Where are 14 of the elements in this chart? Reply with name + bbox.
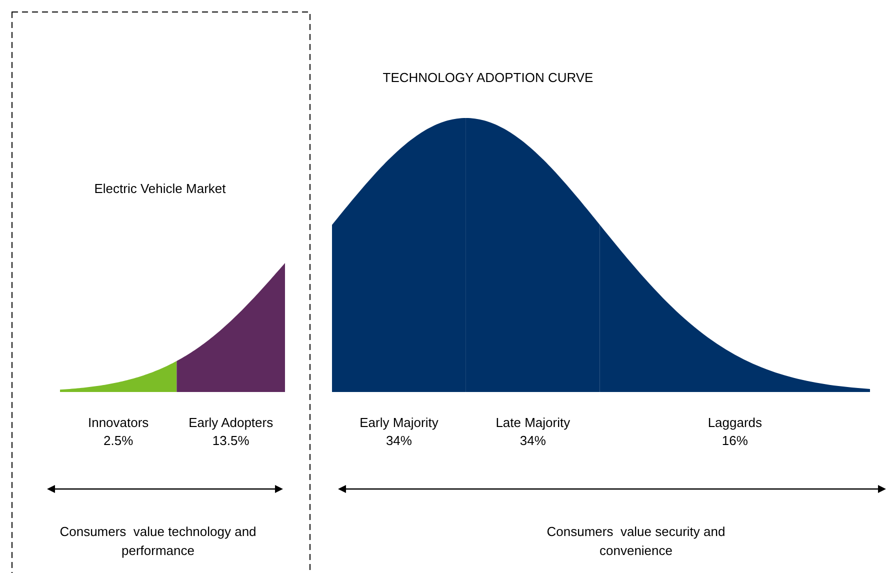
data-label: 13.5% xyxy=(212,433,250,448)
category-label: Innovators xyxy=(88,415,150,430)
data-label: 34% xyxy=(386,433,412,448)
text: Consumers value technology and performance xyxy=(60,524,256,558)
category-label: Early Adopters xyxy=(188,415,274,430)
data-label: 16% xyxy=(722,433,748,448)
text: Consumers value security and convenience xyxy=(546,524,726,558)
data-label: 2.5% xyxy=(104,433,134,448)
category-label: Laggards xyxy=(708,415,763,430)
data-label: 34% xyxy=(520,433,546,448)
text: TECHNOLOGY ADOPTION CURVE xyxy=(382,70,594,85)
category-label: Late Majority xyxy=(496,415,571,430)
category-label: Early Majority xyxy=(360,415,439,430)
text: Electric Vehicle Market xyxy=(94,181,226,196)
